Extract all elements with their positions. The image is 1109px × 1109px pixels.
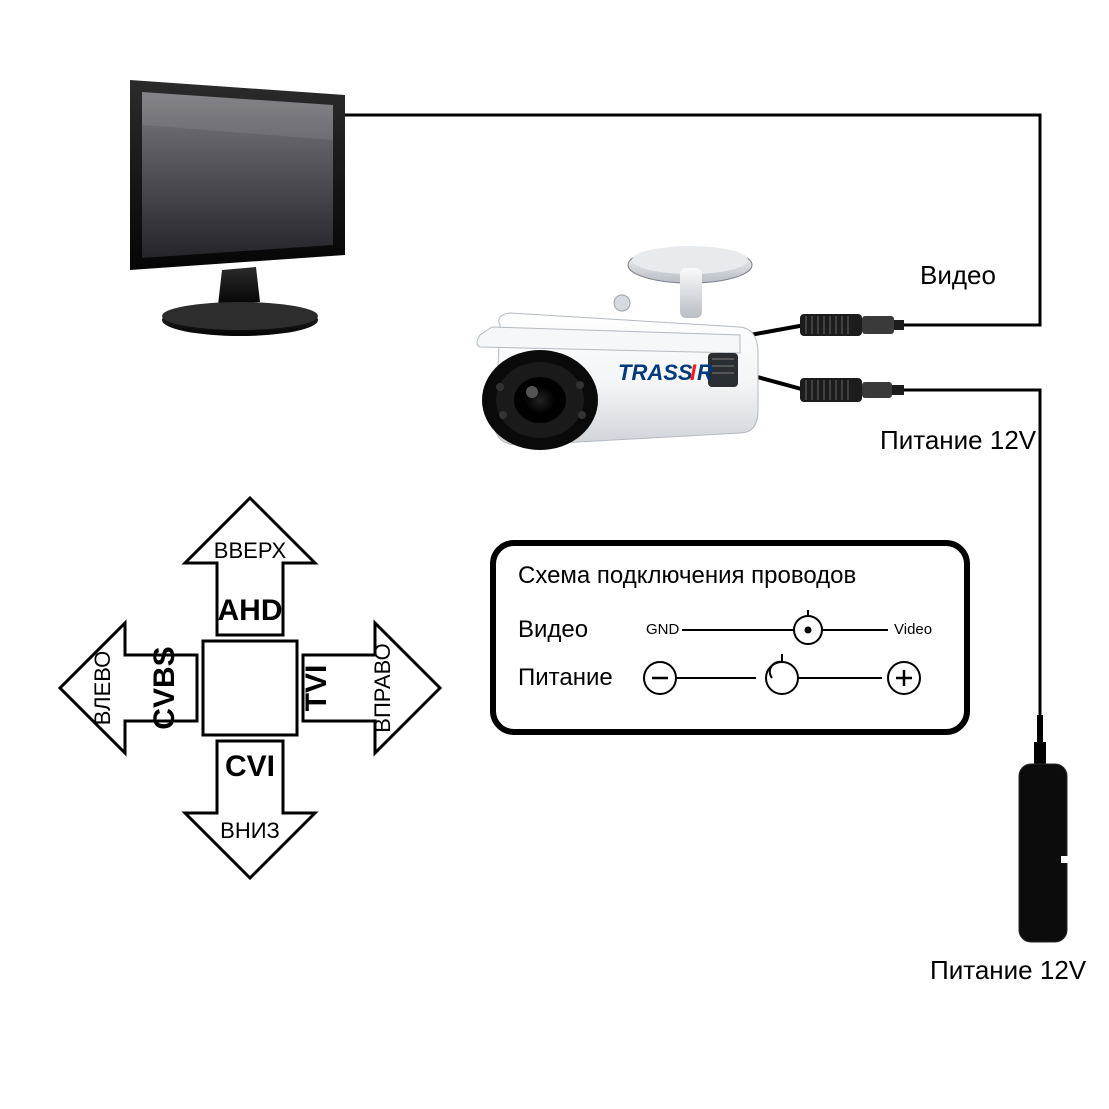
legend-title: Схема подключения проводов xyxy=(518,562,942,590)
power-12v-label: Питание 12V xyxy=(880,425,1036,456)
legend-row-video-name: Видео xyxy=(518,616,638,644)
joystick-down-mode: CVI xyxy=(225,750,275,783)
svg-text:R: R xyxy=(697,360,713,385)
video-label: Видео xyxy=(920,260,996,291)
legend-row-video: Видео GND Video xyxy=(518,608,942,652)
psu-icon xyxy=(1005,760,1085,960)
joystick-left-dir: ВЛЕВО xyxy=(90,651,115,726)
legend-box: Схема подключения проводов Видео GND Vid… xyxy=(490,540,970,735)
legend-row-power: Питание xyxy=(518,652,942,704)
joystick-diagram: ВВЕРХ AHD CVI ВНИЗ ВЛЕВО CVBS TVI ВПРАВО xyxy=(40,480,460,900)
joystick-right-mode: TVI xyxy=(300,665,333,712)
svg-text:GND: GND xyxy=(646,621,680,638)
monitor-icon xyxy=(110,70,370,350)
legend-video-glyph: GND Video xyxy=(638,610,938,650)
connectors-icon xyxy=(800,300,920,420)
joystick-up-dir: ВВЕРХ xyxy=(214,538,287,563)
legend-power-glyph xyxy=(638,654,938,702)
joystick-down-dir: ВНИЗ xyxy=(220,818,280,843)
svg-text:Video: Video xyxy=(894,621,932,638)
joystick-up-mode: AHD xyxy=(218,594,283,627)
joystick-left-mode: CVBS xyxy=(148,646,181,729)
svg-text:TRASS: TRASS xyxy=(618,360,693,385)
joystick-right-dir: ВПРАВО xyxy=(370,643,395,732)
svg-text:I: I xyxy=(690,360,697,385)
camera-icon: TRASS I R xyxy=(440,235,800,485)
legend-row-power-name: Питание xyxy=(518,664,638,692)
